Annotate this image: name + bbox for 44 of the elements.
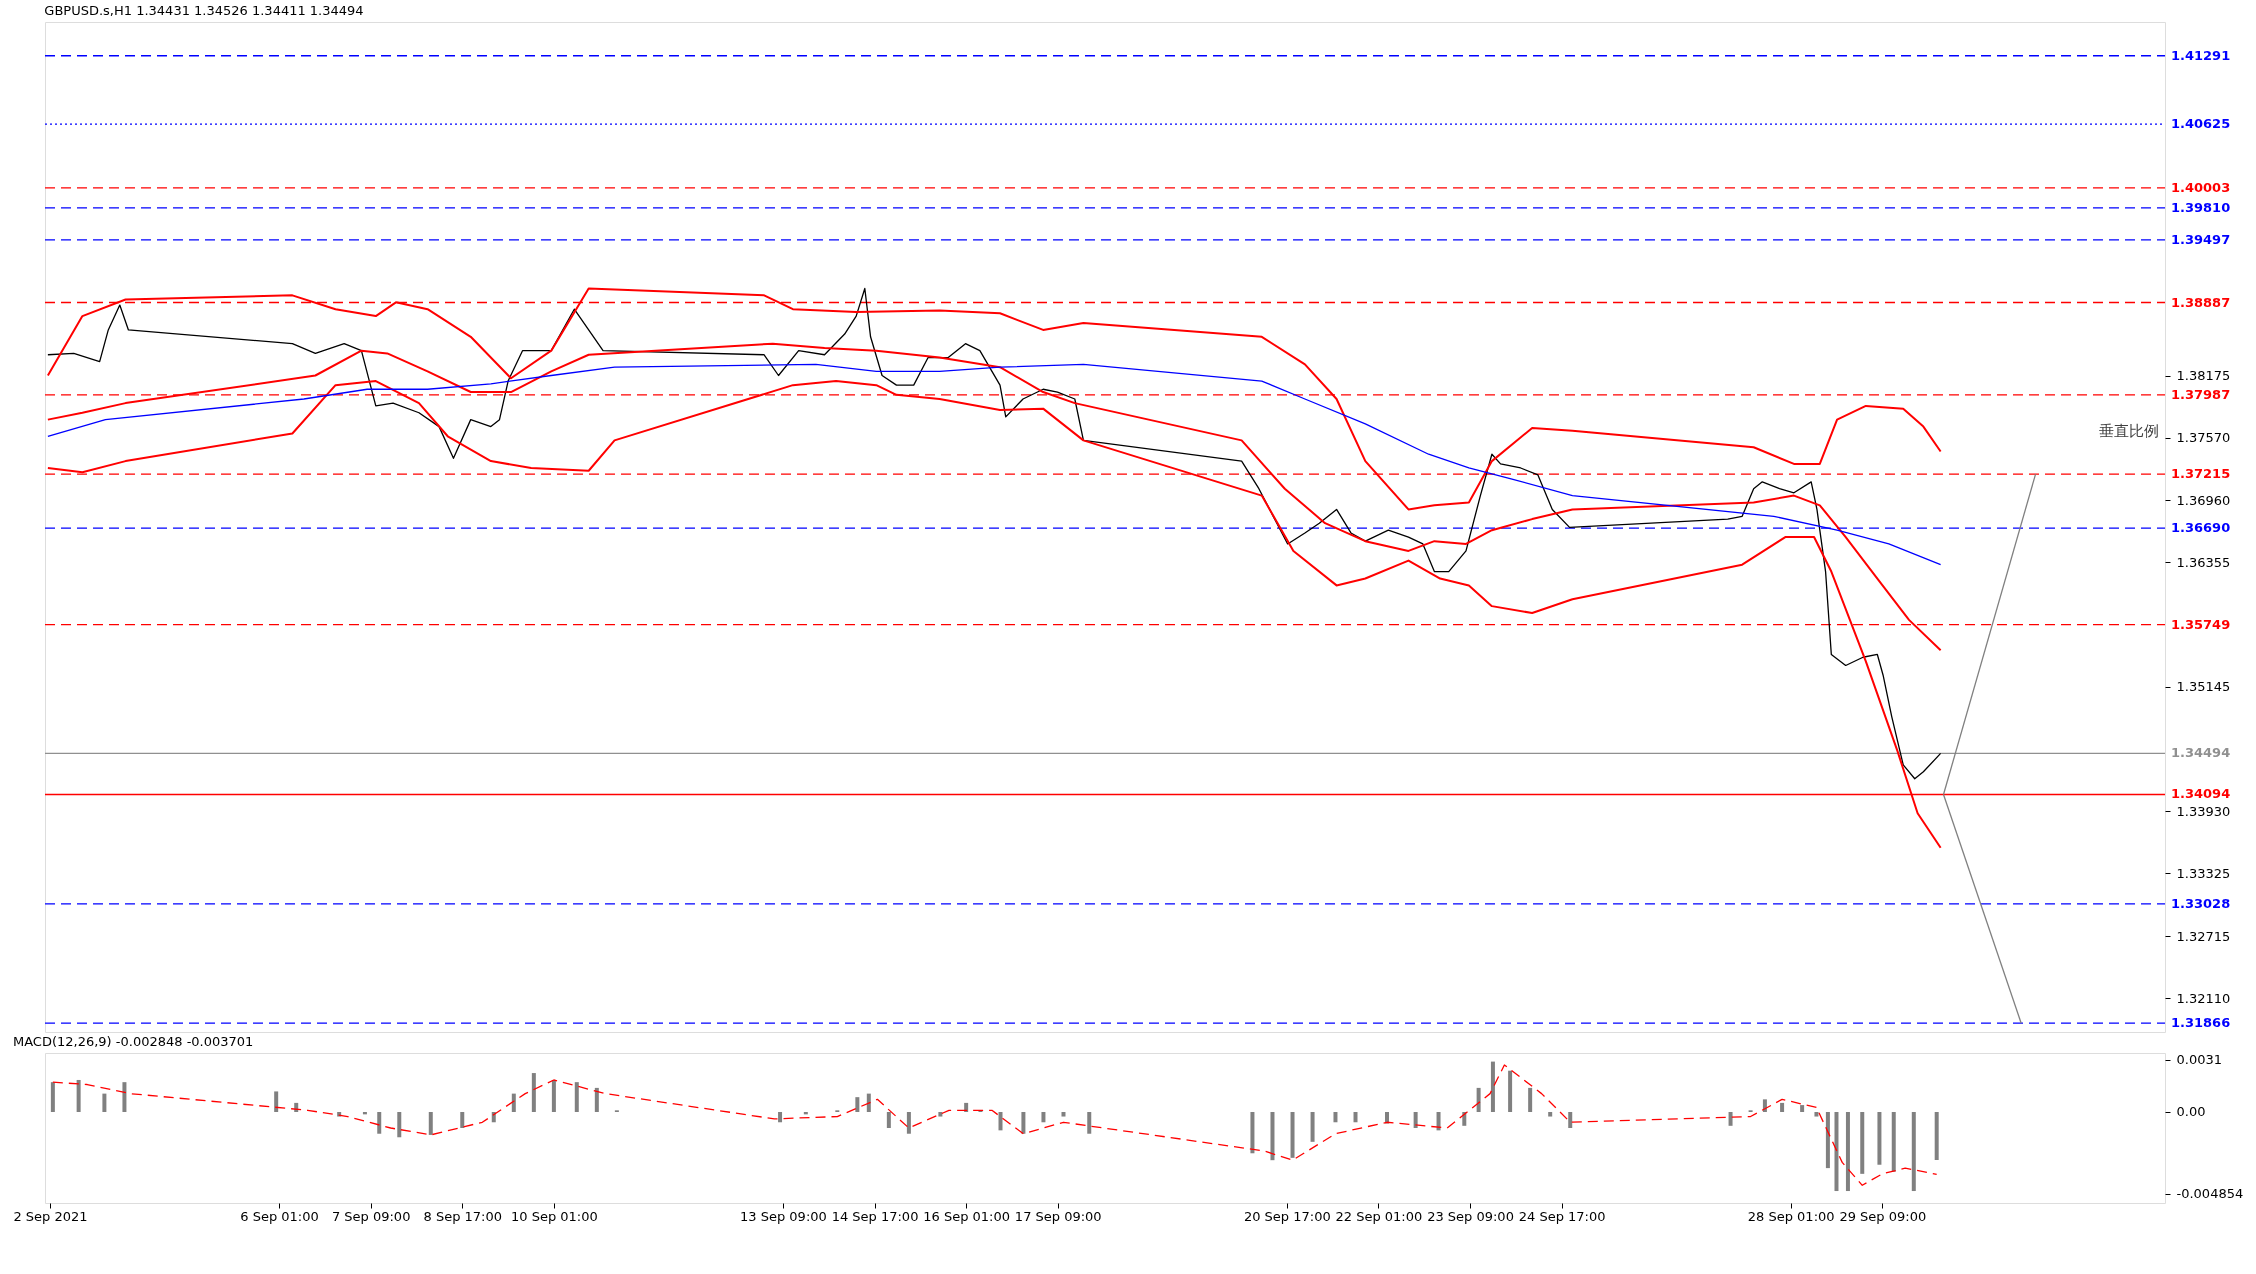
y-tick-label: 1.38175: [2176, 368, 2231, 384]
y-tick-label: 0.0031: [2176, 1052, 2222, 1068]
x-tick-label: 7 Sep 09:00: [331, 1208, 411, 1224]
ref-line-label: 1.35749: [2171, 616, 2231, 632]
y-tick-label: 1.32715: [2176, 928, 2231, 944]
y-tick-label: 1.36960: [2176, 492, 2231, 508]
chart-title: GBPUSD.s,H1 1.34431 1.34526 1.34411 1.34494: [44, 3, 364, 18]
x-tick-label: 6 Sep 01:00: [240, 1208, 319, 1224]
annotation: 垂直比例: [2099, 422, 2159, 441]
ref-line-label: 1.41291: [2171, 47, 2231, 63]
x-tick-label: 22 Sep 01:00: [1335, 1208, 1423, 1224]
ref-line-label: 1.31866: [2171, 1015, 2231, 1031]
x-tick-label: 10 Sep 01:00: [510, 1208, 598, 1224]
x-tick-label: 13 Sep 09:00: [740, 1208, 827, 1224]
x-tick-label: 28 Sep 01:00: [1747, 1208, 1835, 1224]
ref-line-label: 1.33028: [2171, 895, 2231, 911]
ref-line-label: 1.40003: [2171, 179, 2231, 195]
ref-line-label: 1.39810: [2171, 199, 2231, 215]
x-tick-label: 16 Sep 01:00: [923, 1208, 1011, 1224]
y-tick-label: 1.36355: [2176, 554, 2231, 570]
x-tick-label: 2 Sep 2021: [13, 1208, 88, 1224]
ref-line-label: 1.34094: [2171, 786, 2231, 802]
x-tick-label: 8 Sep 17:00: [423, 1208, 503, 1224]
ref-line-label: 1.38887: [2171, 294, 2231, 310]
y-tick-label: 1.33930: [2176, 803, 2231, 819]
ref-line-label: 1.40625: [2171, 116, 2231, 132]
ref-line-label: 1.36690: [2171, 520, 2231, 536]
y-tick-label: 1.37570: [2176, 430, 2231, 446]
y-tick-label: 1.35145: [2176, 679, 2231, 695]
y-tick-label: 0.00: [2176, 1104, 2206, 1120]
ref-line-label: 1.39497: [2171, 231, 2231, 247]
x-tick-label: 23 Sep 09:00: [1427, 1208, 1514, 1224]
ref-line-label: 1.37215: [2171, 466, 2231, 482]
y-tick-label: -0.004854: [2176, 1186, 2244, 1202]
x-tick-label: 17 Sep 09:00: [1014, 1208, 1102, 1224]
x-tick-label: 14 Sep 17:00: [831, 1208, 919, 1224]
x-tick-label: 29 Sep 09:00: [1839, 1208, 1927, 1224]
y-tick-label: 1.33325: [2176, 865, 2231, 881]
y-tick-label: 1.32110: [2176, 990, 2231, 1006]
x-tick-label: 24 Sep 17:00: [1518, 1208, 1606, 1224]
x-tick-label: 20 Sep 17:00: [1243, 1208, 1331, 1224]
ref-line-label: 1.37987: [2171, 386, 2231, 402]
ref-line-label: 1.34494: [2171, 745, 2231, 761]
chart-title: MACD(12,26,9) -0.002848 -0.003701: [12, 1034, 254, 1049]
